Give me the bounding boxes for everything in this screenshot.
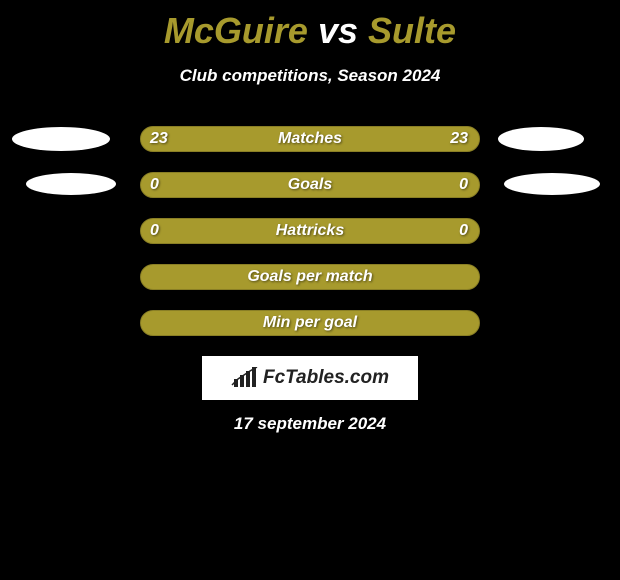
- stat-rows: Matches2323Goals00Hattricks00Goals per m…: [0, 126, 620, 336]
- stat-label: Min per goal: [140, 310, 480, 336]
- ellipse-marker-left: [26, 173, 116, 195]
- footer-date: 17 september 2024: [0, 414, 620, 434]
- stat-label: Goals: [140, 172, 480, 198]
- stat-value-right: 0: [459, 218, 468, 244]
- stat-value-left: 23: [150, 126, 168, 152]
- stat-value-left: 0: [150, 218, 159, 244]
- stat-label: Goals per match: [140, 264, 480, 290]
- logo-text: FcTables.com: [263, 367, 389, 389]
- logo-box: FcTables.com: [202, 356, 418, 400]
- stat-value-right: 0: [459, 172, 468, 198]
- ellipse-marker-right: [504, 173, 600, 195]
- stat-row: Goals0 0: [0, 172, 620, 198]
- stat-row: Hattricks0 0: [0, 218, 620, 244]
- logo-chart-icon: [231, 367, 259, 389]
- stat-value-left: 0: [150, 172, 159, 198]
- player2-name: Sulte: [368, 10, 456, 51]
- stat-label: Hattricks: [140, 218, 480, 244]
- ellipse-marker-left: [12, 127, 110, 151]
- player1-name: McGuire: [164, 10, 308, 51]
- stat-value-right: 23: [450, 126, 468, 152]
- stat-label: Matches: [140, 126, 480, 152]
- ellipse-marker-right: [498, 127, 584, 151]
- stat-row: Goals per match: [0, 264, 620, 290]
- comparison-title: McGuire vs Sulte: [0, 0, 620, 52]
- subtitle: Club competitions, Season 2024: [0, 66, 620, 86]
- stat-row: Min per goal: [0, 310, 620, 336]
- stat-row: Matches23 23: [0, 126, 620, 152]
- vs-text: vs: [318, 10, 358, 51]
